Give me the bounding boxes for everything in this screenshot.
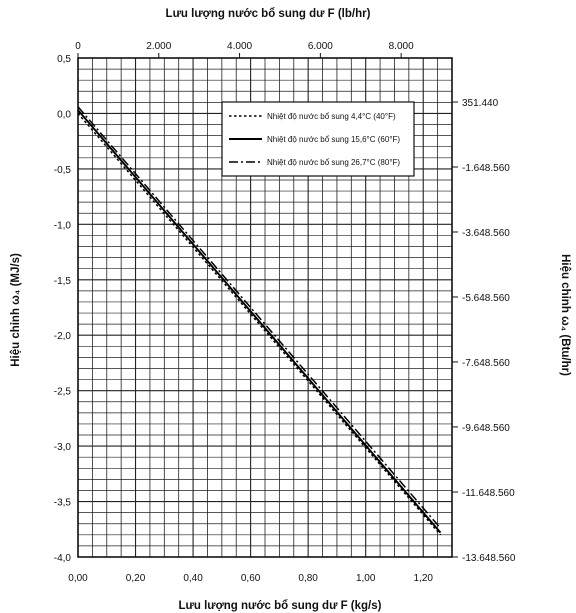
right-y-tick-label: -11.648.560 (462, 488, 515, 499)
y-tick-label: -2,5 (54, 387, 72, 398)
y-tick-label: -0,5 (54, 165, 72, 176)
chart-right-ylabel: Hiệu chỉnh ω₄ (Btu/hr) (559, 254, 571, 376)
x-tick-label: 0,00 (68, 573, 88, 584)
legend-label-2: Nhiệt độ nước bổ sung 15,6°C (60°F) (267, 135, 400, 144)
chart-ticks: 0,00 0,20 0,40 0,60 0,80 1,00 1,20 0 2.000 4.000 6… (54, 41, 516, 584)
series-line-3 (77, 106, 442, 529)
right-y-tick-label: -5.648.560 (462, 293, 510, 304)
x-tick-label: 1,00 (356, 573, 376, 584)
x-tick-label: 0,60 (241, 573, 261, 584)
series-line-2 (77, 109, 442, 534)
y-tick-label: -1,0 (54, 220, 72, 231)
right-y-tick-label: -1.648.560 (462, 163, 510, 174)
chart-legend: Nhiệt độ nước bổ sung 4,4°C (40°F) Nhiệt … (221, 101, 415, 177)
plot-frame (77, 57, 453, 558)
right-y-tick-label: 351.440 (462, 98, 499, 109)
top-x-tick-label: 6.000 (308, 41, 333, 52)
top-x-tick-label: 2.000 (146, 41, 171, 52)
x-tick-label: 0,20 (126, 573, 146, 584)
chart-xlabel: Lưu lượng nước bổ sung dư F (kg/s) (179, 600, 382, 612)
legend-box (221, 101, 415, 177)
x-tick-label: 0,40 (183, 573, 203, 584)
legend-label-3: Nhiệt độ nước bổ sung 26,7°C (80°F) (267, 158, 400, 167)
y-tick-label: 0,0 (57, 109, 71, 120)
right-y-tick-label: -13.648.560 (462, 553, 516, 564)
y-tick-label: -2,0 (54, 331, 72, 342)
top-x-tick-label: 4.000 (227, 41, 252, 52)
y-tick-label: -1,5 (54, 276, 72, 287)
x-tick-label: 1,20 (413, 573, 433, 584)
top-x-tick-label: 0 (75, 41, 81, 52)
y-tick-label: -4,0 (54, 553, 72, 564)
y-tick-label: -3,5 (54, 498, 72, 509)
right-y-tick-label: -7.648.560 (462, 358, 510, 369)
top-x-tick-label: 8.000 (389, 41, 414, 52)
right-y-tick-label: -3.648.560 (462, 228, 510, 239)
y-tick-label: -3,0 (54, 442, 72, 453)
legend-label-1: Nhiệt độ nước bổ sung 4,4°C (40°F) (267, 112, 396, 121)
chart-series (77, 106, 442, 536)
right-y-tick-label: -9.648.560 (462, 423, 510, 434)
chart-ylabel: Hiệu chỉnh ω₄ (MJ/s) (10, 253, 22, 367)
x-tick-label: 0,80 (298, 573, 318, 584)
y-tick-label: 0,5 (57, 54, 71, 65)
chart-top-xlabel: Lưu lượng nước bổ sung dư F (lb/hr) (166, 8, 371, 20)
